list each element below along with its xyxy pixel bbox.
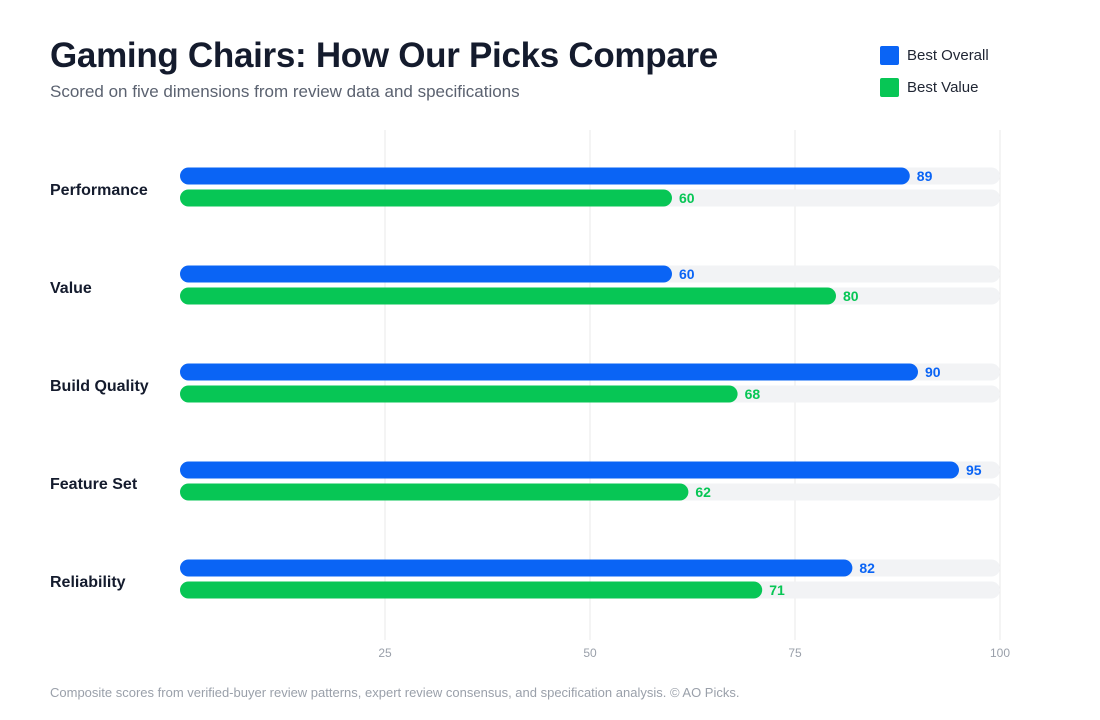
category-label-feature-set: Feature Set xyxy=(50,476,138,493)
data-label-build-quality-best-overall: 90 xyxy=(925,364,941,380)
category-label-reliability: Reliability xyxy=(50,574,126,591)
bar-reliability-best-overall xyxy=(180,559,853,577)
legend-swatch-best-overall xyxy=(880,45,899,65)
bar-feature-set-best-value xyxy=(180,483,689,501)
category-label-value: Value xyxy=(50,280,92,297)
x-tick-label-25: 25 xyxy=(378,646,392,660)
legend-item-best-value: Best Value xyxy=(880,77,989,97)
data-label-feature-set-best-overall: 95 xyxy=(966,462,982,478)
legend-item-best-overall: Best Overall xyxy=(880,45,989,65)
legend: Best Overall Best Value xyxy=(880,45,989,109)
data-label-value-best-overall: 60 xyxy=(679,266,695,282)
x-tick-label-75: 75 xyxy=(788,646,802,660)
data-label-feature-set-best-value: 62 xyxy=(695,484,711,500)
bar-value-best-value xyxy=(180,287,836,305)
category-label-performance: Performance xyxy=(50,182,148,199)
data-label-reliability-best-value: 71 xyxy=(769,582,785,598)
data-label-reliability-best-overall: 82 xyxy=(859,560,875,576)
bar-reliability-best-value xyxy=(180,581,763,599)
x-tick-label-50: 50 xyxy=(583,646,597,660)
chart-subtitle: Scored on five dimensions from review da… xyxy=(50,82,520,101)
category-label-build-quality: Build Quality xyxy=(50,378,149,395)
bar-performance-best-overall xyxy=(180,167,910,185)
bar-build-quality-best-overall xyxy=(180,363,918,381)
legend-label-best-overall: Best Overall xyxy=(907,46,989,64)
data-label-performance-best-value: 60 xyxy=(679,190,695,206)
bar-feature-set-best-overall xyxy=(180,461,959,479)
bar-build-quality-best-value xyxy=(180,385,738,403)
data-label-build-quality-best-value: 68 xyxy=(745,386,761,402)
footnote: Composite scores from verified-buyer rev… xyxy=(50,685,740,700)
bar-value-best-overall xyxy=(180,265,672,283)
data-label-performance-best-overall: 89 xyxy=(917,168,933,184)
bar-performance-best-value xyxy=(180,189,672,207)
chart-title: Gaming Chairs: How Our Picks Compare xyxy=(50,36,718,75)
legend-swatch-best-value xyxy=(880,77,899,97)
legend-label-best-value: Best Value xyxy=(907,78,979,96)
x-tick-label-100: 100 xyxy=(990,646,1010,660)
data-label-value-best-value: 80 xyxy=(843,288,859,304)
